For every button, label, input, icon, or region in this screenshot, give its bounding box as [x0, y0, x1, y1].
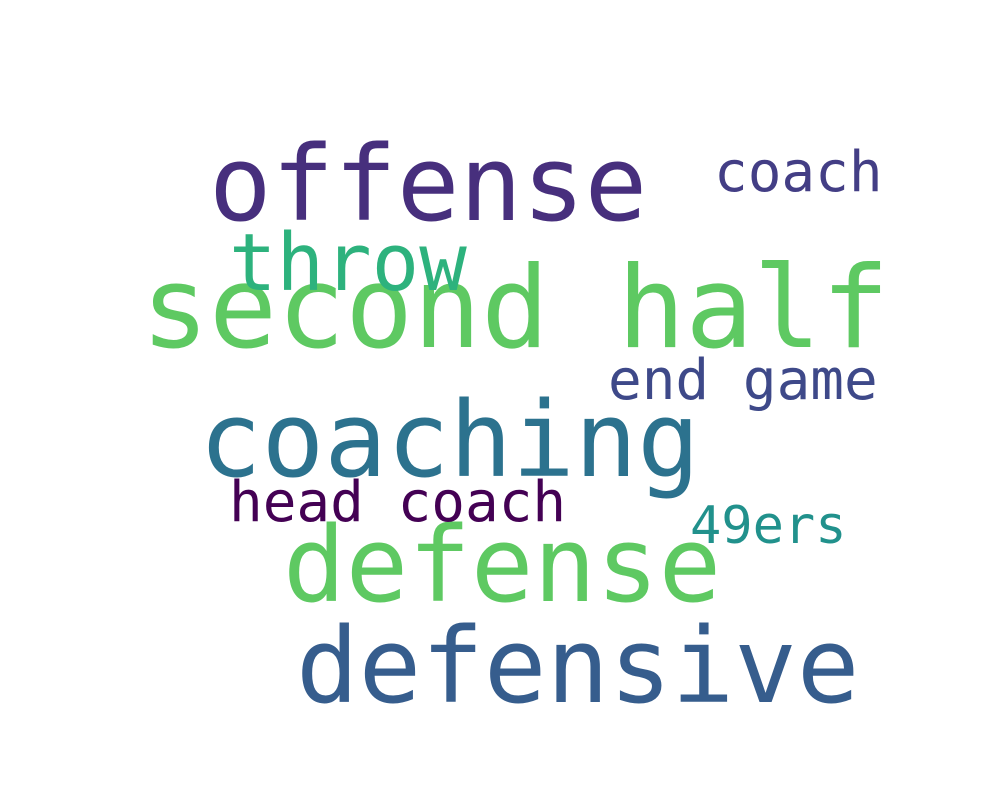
word-coach: coach: [714, 140, 883, 205]
word-defensive: defensive: [296, 605, 860, 727]
word-end-game: end game: [608, 348, 878, 413]
word-offense: offense: [209, 123, 648, 245]
word-defense: defense: [283, 504, 722, 626]
word-throw: throw: [229, 217, 467, 309]
word-second-half: second half: [141, 242, 890, 374]
word-49ers: 49ers: [690, 496, 847, 556]
word-head-coach: head coach: [229, 470, 567, 535]
word-coaching: coaching: [199, 379, 700, 501]
